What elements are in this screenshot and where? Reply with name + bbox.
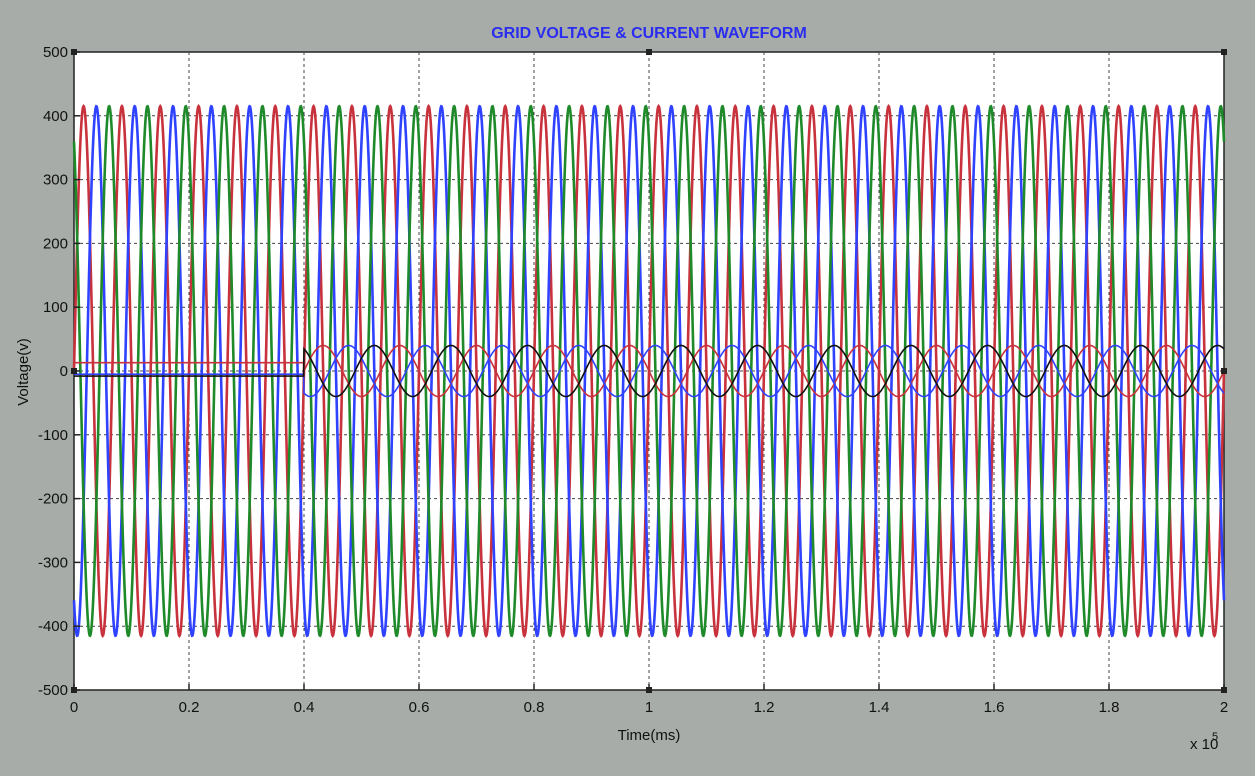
y-tick-label: 300 xyxy=(43,172,68,189)
y-tick-label: -400 xyxy=(38,618,68,635)
y-tick-label: 200 xyxy=(43,235,68,252)
frame-marker xyxy=(1221,687,1227,693)
x-tick-label: 0.6 xyxy=(409,699,430,716)
x-axis-label: Time(ms) xyxy=(618,727,681,744)
x-tick-label: 0.8 xyxy=(524,699,545,716)
y-tick-label: 0 xyxy=(60,363,68,380)
frame-marker xyxy=(1221,368,1227,374)
y-tick-label: -300 xyxy=(38,554,68,571)
voltage-series-2 xyxy=(72,104,1226,638)
frame-marker xyxy=(71,368,77,374)
x-multiplier-exponent: 5 xyxy=(1212,731,1218,743)
x-tick-label: 0.4 xyxy=(294,699,315,716)
voltage-series-3 xyxy=(72,104,1226,638)
series-layer xyxy=(72,104,1226,638)
current-series-1 xyxy=(74,344,1225,398)
x-tick-label: 0 xyxy=(70,699,78,716)
y-tick-label: 400 xyxy=(43,108,68,125)
x-tick-label: 1.8 xyxy=(1099,699,1120,716)
y-tick-label: -500 xyxy=(38,682,68,699)
frame-marker xyxy=(71,687,77,693)
current-series-2 xyxy=(74,344,1225,398)
frame-marker xyxy=(71,49,77,55)
frame-marker xyxy=(646,49,652,55)
chart-title: GRID VOLTAGE & CURRENT WAVEFORM xyxy=(491,25,807,42)
current-series-3 xyxy=(74,344,1225,398)
x-tick-label: 1.4 xyxy=(869,699,890,716)
frame-marker xyxy=(646,687,652,693)
ticks: 0 0.2 0.4 0.6 0.8 1 1.2 1.4 1.6 1.8 2 500 400 300 200 1… xyxy=(38,44,1228,716)
y-tick-label: -200 xyxy=(38,491,68,508)
y-tick-label: -100 xyxy=(38,427,68,444)
frame-marker xyxy=(1221,49,1227,55)
y-tick-label: 500 xyxy=(43,44,68,61)
x-tick-label: 0.2 xyxy=(179,699,200,716)
x-tick-label: 1.2 xyxy=(754,699,775,716)
y-tick-label: 100 xyxy=(43,299,68,316)
x-multiplier-label: x 10 xyxy=(1190,736,1218,753)
x-tick-label: 2 xyxy=(1220,699,1228,716)
x-tick-label: 1 xyxy=(645,699,653,716)
x-tick-label: 1.6 xyxy=(984,699,1005,716)
y-axis-label: Voltage(v) xyxy=(15,338,32,406)
